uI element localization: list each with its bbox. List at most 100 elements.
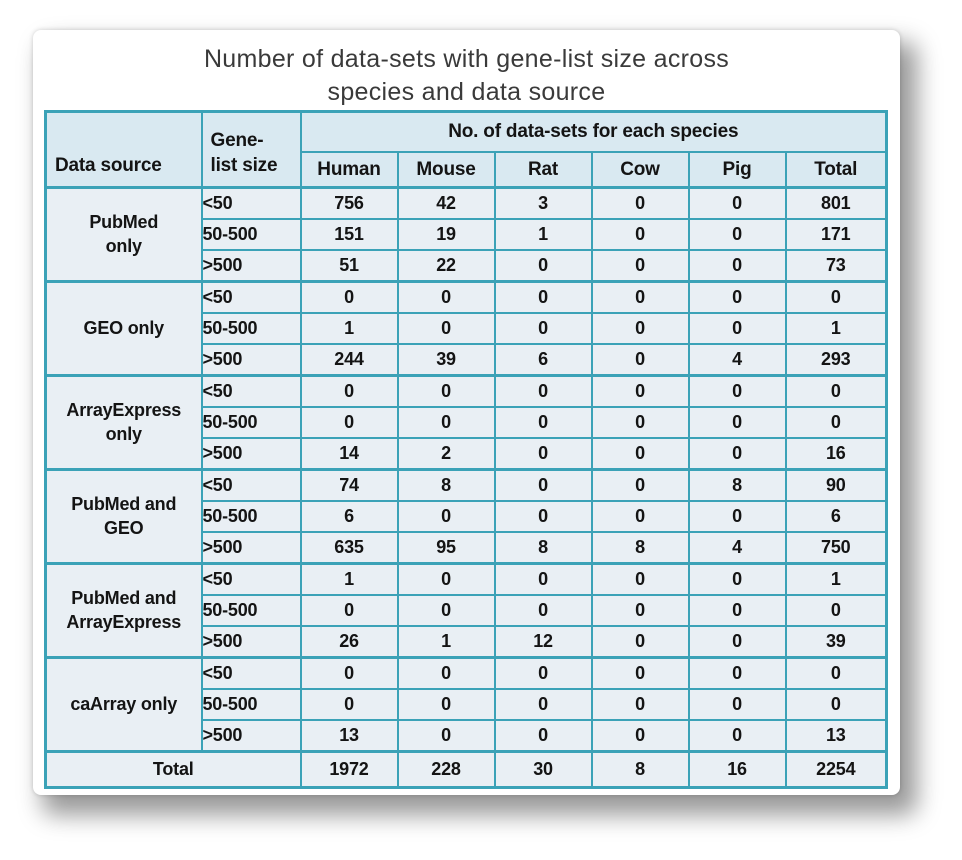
count-cell: 0 — [493, 312, 593, 345]
source-cell-pubmed-and-arrayexpress: PubMed and ArrayExpress — [44, 562, 203, 659]
count-cell: 8 — [687, 468, 787, 502]
figure-card: Number of data-sets with gene-list size … — [33, 30, 900, 795]
header-pig: Pig — [687, 151, 787, 189]
table-row: caArray only <50 0 0 0 0 0 0 — [44, 656, 888, 753]
count-cell: 0 — [687, 719, 787, 753]
count-cell: 8 — [493, 531, 593, 565]
column-total-cell: 228 — [396, 750, 496, 789]
count-cell: 0 — [493, 280, 593, 314]
count-cell: 0 — [396, 719, 496, 753]
gene-size-cell: <50 — [200, 656, 302, 690]
count-cell: 0 — [493, 562, 593, 596]
count-cell: 0 — [687, 656, 787, 690]
count-cell: 0 — [493, 437, 593, 471]
header-gene-list-size: Gene- list size — [200, 110, 302, 189]
count-cell: 0 — [396, 374, 496, 408]
row-total-cell: 0 — [784, 688, 888, 721]
table-row: ArrayExpress only <50 0 0 0 0 0 0 — [44, 374, 888, 471]
count-cell: 0 — [687, 186, 787, 220]
table-row: 50-500 151 19 1 0 0 171 — [46, 218, 888, 251]
count-cell: 3 — [493, 186, 593, 220]
column-total-cell: 16 — [687, 750, 787, 789]
count-cell: 0 — [590, 468, 690, 502]
table-row: >500 635 95 8 8 4 750 — [46, 531, 888, 565]
table-row: >500 13 0 0 0 0 13 — [46, 719, 888, 753]
row-total-cell: 73 — [784, 249, 888, 283]
gene-size-cell: 50-500 — [200, 218, 302, 251]
count-cell: 0 — [590, 406, 690, 439]
source-cell-arrayexpress-only: ArrayExpress only — [44, 374, 203, 471]
row-total-cell: 0 — [784, 374, 888, 408]
header-species-group: No. of data-sets for each species — [299, 110, 888, 153]
column-total-cell: 8 — [590, 750, 690, 789]
gene-size-cell: 50-500 — [200, 312, 302, 345]
header-human: Human — [299, 151, 399, 189]
count-cell: 0 — [687, 594, 787, 627]
header-row-2: Human Mouse Rat Cow Pig Total — [46, 151, 888, 189]
table-row: >500 51 22 0 0 0 73 — [46, 249, 888, 283]
count-cell: 0 — [590, 186, 690, 220]
count-cell: 0 — [299, 688, 399, 721]
count-cell: 0 — [493, 406, 593, 439]
count-cell: 0 — [687, 249, 787, 283]
row-total-cell: 171 — [784, 218, 888, 251]
count-cell: 0 — [687, 280, 787, 314]
count-cell: 8 — [396, 468, 496, 502]
header-data-source: Data source — [44, 110, 203, 189]
datasets-table: Data source Gene- list size No. of data-… — [44, 110, 889, 789]
count-cell: 0 — [493, 468, 593, 502]
table-row: 50-500 6 0 0 0 0 6 — [46, 500, 888, 533]
count-cell: 6 — [493, 343, 593, 377]
count-cell: 0 — [590, 374, 690, 408]
count-cell: 0 — [687, 218, 787, 251]
count-cell: 12 — [493, 625, 593, 659]
count-cell: 19 — [396, 218, 496, 251]
gene-size-cell: 50-500 — [200, 406, 302, 439]
count-cell: 0 — [687, 374, 787, 408]
table-row: PubMed and GEO <50 74 8 0 0 8 90 — [44, 468, 888, 565]
header-rat: Rat — [493, 151, 593, 189]
table-row: 50-500 0 0 0 0 0 0 — [46, 688, 888, 721]
count-cell: 0 — [493, 719, 593, 753]
count-cell: 1 — [493, 218, 593, 251]
count-cell: 0 — [396, 312, 496, 345]
count-cell: 0 — [687, 312, 787, 345]
count-cell: 0 — [493, 656, 593, 690]
count-cell: 0 — [687, 688, 787, 721]
count-cell: 0 — [396, 280, 496, 314]
row-total-cell: 6 — [784, 500, 888, 533]
count-cell: 0 — [590, 625, 690, 659]
count-cell: 1 — [299, 312, 399, 345]
count-cell: 0 — [590, 562, 690, 596]
row-total-cell: 90 — [784, 468, 888, 502]
count-cell: 0 — [687, 500, 787, 533]
count-cell: 756 — [299, 186, 399, 220]
gene-size-cell: <50 — [200, 374, 302, 408]
count-cell: 4 — [687, 531, 787, 565]
count-cell: 0 — [687, 562, 787, 596]
count-cell: 0 — [299, 280, 399, 314]
count-cell: 0 — [493, 688, 593, 721]
column-total-cell: 30 — [493, 750, 593, 789]
grand-total-cell: 2254 — [784, 750, 888, 789]
column-total-cell: 1972 — [299, 750, 399, 789]
count-cell: 0 — [396, 594, 496, 627]
row-total-cell: 801 — [784, 186, 888, 220]
gene-size-cell: <50 — [200, 280, 302, 314]
count-cell: 95 — [396, 531, 496, 565]
gene-size-cell: 50-500 — [200, 688, 302, 721]
gene-size-cell: >500 — [200, 625, 302, 659]
header-total: Total — [784, 151, 888, 189]
header-row-1: Data source Gene- list size No. of data-… — [44, 110, 888, 189]
source-cell-geo-only: GEO only — [44, 280, 203, 377]
count-cell: 51 — [299, 249, 399, 283]
gene-size-cell: <50 — [200, 468, 302, 502]
count-cell: 0 — [493, 249, 593, 283]
count-cell: 0 — [590, 280, 690, 314]
row-total-cell: 0 — [784, 406, 888, 439]
count-cell: 4 — [687, 343, 787, 377]
row-total-cell: 1 — [784, 562, 888, 596]
gene-size-cell: >500 — [200, 343, 302, 377]
count-cell: 0 — [687, 625, 787, 659]
